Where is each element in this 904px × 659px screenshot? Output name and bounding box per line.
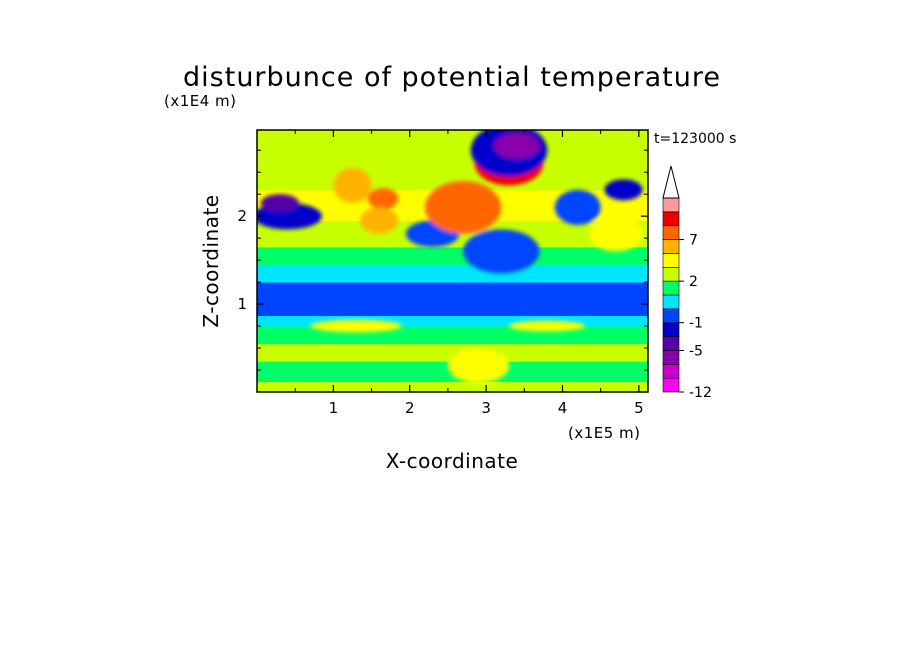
colorbar-swatch [662, 377, 680, 393]
colorbar-swatch [662, 253, 680, 268]
contour-feature-1 [260, 194, 300, 212]
contour-feature-4 [360, 207, 399, 234]
colorbar-swatch [662, 197, 680, 213]
chart-title: disturbunce of potential temperature [183, 62, 721, 93]
contour-band-5 [257, 282, 648, 317]
colorbar-swatch [662, 336, 680, 351]
y-axis: 12 [237, 149, 648, 371]
contour-band-6 [257, 264, 648, 283]
colorbar-tick-label: -12 [689, 385, 712, 401]
contour-feature-14 [447, 348, 510, 384]
x-unit-label: (x1E5 m) [568, 424, 641, 442]
colorbar: -12-5-127 [662, 165, 712, 401]
colorbar-swatch [662, 363, 680, 379]
contour-feature-3 [367, 188, 399, 210]
x-axis-title: X-coordinate [386, 449, 519, 473]
colorbar-tick-label: 2 [689, 274, 698, 290]
colorbar-swatch [662, 350, 680, 365]
colorbar-tick-label: 7 [689, 233, 698, 249]
colorbar-swatch [662, 239, 680, 254]
x-tick-label: 3 [481, 399, 491, 417]
colorbar-swatch [662, 322, 680, 337]
contour-feature-15 [310, 319, 403, 333]
contour-feature-16 [509, 320, 586, 332]
contour-feature-11 [554, 189, 601, 225]
contour-feature-10 [463, 229, 540, 274]
contour-feature-6 [425, 180, 502, 234]
contour-field [257, 130, 648, 392]
colorbar-swatch [662, 225, 680, 240]
contour-features [257, 130, 643, 384]
plot-frame [256, 129, 649, 393]
colorbar-extend-arrow [662, 165, 680, 199]
colorbar-swatch [662, 308, 680, 324]
contour-band-0 [257, 381, 648, 392]
colorbar-swatch [662, 266, 680, 282]
contour-feature-12 [604, 179, 643, 201]
colorbar-swatch [662, 294, 680, 310]
contour-feature-13 [589, 216, 643, 252]
y-unit-label: (x1E4 m) [164, 92, 237, 110]
colorbar-tick-label: -1 [689, 316, 703, 332]
y-axis-title: Z-coordinate [199, 194, 223, 327]
x-tick-label: 5 [634, 399, 644, 417]
time-label: t=123000 s [654, 131, 736, 147]
x-tick-label: 1 [329, 399, 339, 417]
x-axis: 1 2 3 4 5 [294, 130, 644, 417]
contour-band-7 [257, 246, 648, 266]
y-tick-label: 2 [237, 207, 247, 225]
colorbar-swatch [662, 211, 680, 227]
contour-feature-2 [333, 167, 372, 203]
y-tick-label: 1 [237, 295, 247, 313]
contour-band-10 [257, 130, 648, 191]
contour-band-4 [257, 315, 648, 327]
colorbar-tick-label: -5 [689, 343, 703, 359]
contour-band-2 [257, 343, 648, 362]
contour-bands [257, 130, 648, 392]
colorbar-swatch [662, 280, 680, 296]
x-tick-label: 2 [405, 399, 415, 417]
contour-feature-9 [493, 132, 540, 160]
x-tick-label: 4 [558, 399, 568, 417]
